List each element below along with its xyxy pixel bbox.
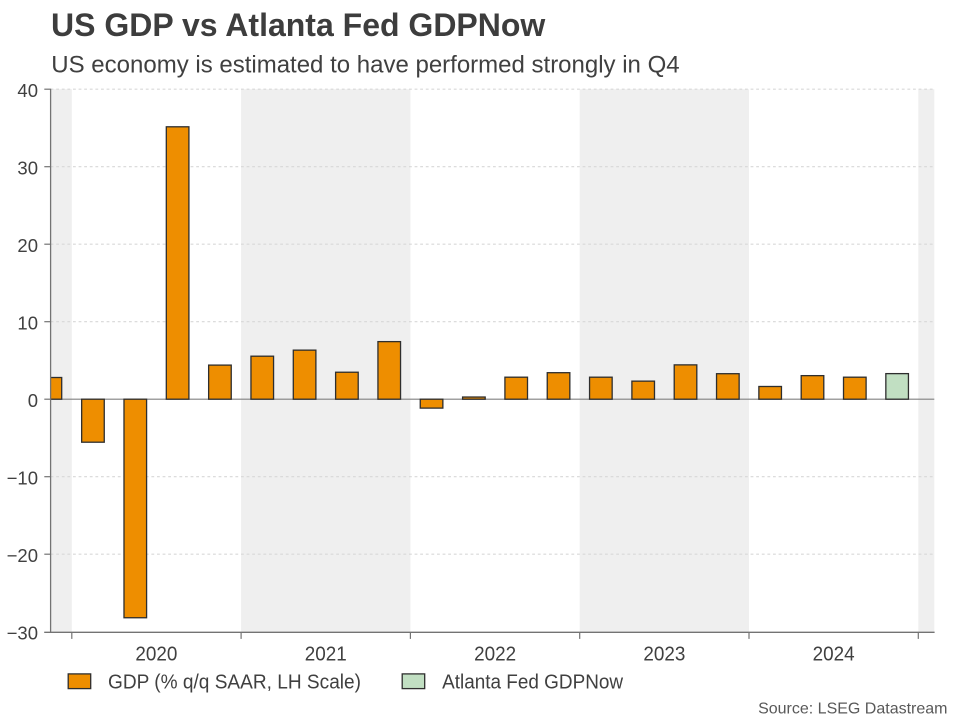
svg-text:−10: −10 (7, 468, 38, 489)
svg-text:2021: 2021 (305, 643, 347, 666)
svg-text:2020: 2020 (135, 643, 177, 666)
svg-text:US economy is estimated to hav: US economy is estimated to have performe… (51, 51, 679, 78)
svg-text:40: 40 (17, 80, 38, 101)
svg-text:−20: −20 (7, 545, 38, 566)
svg-text:10: 10 (17, 313, 38, 334)
svg-text:Atlanta Fed GDPNow: Atlanta Fed GDPNow (442, 670, 623, 693)
svg-text:2023: 2023 (643, 643, 685, 666)
svg-text:US GDP vs Atlanta Fed GDPNow: US GDP vs Atlanta Fed GDPNow (51, 7, 545, 43)
svg-text:−30: −30 (7, 623, 38, 644)
svg-text:2022: 2022 (474, 643, 516, 666)
svg-text:20: 20 (17, 235, 38, 256)
svg-text:GDP (% q/q SAAR, LH Scale): GDP (% q/q SAAR, LH Scale) (108, 670, 361, 693)
svg-text:2024: 2024 (813, 643, 855, 666)
svg-text:30: 30 (17, 158, 38, 179)
svg-text:0: 0 (28, 390, 38, 411)
svg-text:Source: LSEG Datastream: Source: LSEG Datastream (758, 701, 947, 718)
